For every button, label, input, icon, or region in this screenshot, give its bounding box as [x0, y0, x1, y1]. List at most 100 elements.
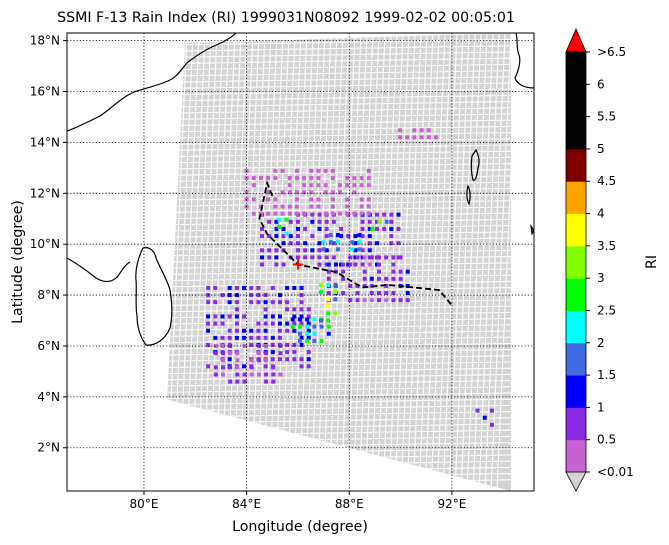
colorbar-segment	[566, 375, 586, 408]
rain-pixel	[303, 255, 308, 260]
rain-pixel	[284, 217, 289, 222]
rain-pixel	[330, 190, 335, 195]
rain-pixel	[294, 190, 299, 195]
swath-grid-col	[304, 33, 326, 491]
rain-pixel	[391, 291, 396, 296]
swath-grid-col	[442, 33, 464, 491]
rain-pixel	[274, 234, 279, 239]
rain-pixel	[306, 357, 311, 362]
rain-pixel	[316, 183, 321, 188]
rain-pixel	[317, 248, 322, 253]
rain-pixel	[303, 226, 308, 231]
swath-grid-col	[280, 33, 302, 491]
rain-pixel	[306, 314, 311, 319]
rain-pixel	[249, 335, 254, 340]
rain-pixel	[367, 255, 372, 260]
rain-pixel	[271, 372, 276, 377]
rain-pixel	[277, 293, 282, 298]
swath-grid-col	[328, 33, 350, 491]
rain-pixel	[249, 300, 254, 305]
rain-pixel	[326, 276, 331, 281]
rain-pixel	[213, 351, 218, 356]
x-axis-label: Longitude (degree)	[232, 519, 368, 535]
y-tick-label: 16°N	[30, 85, 60, 99]
rain-pixel	[362, 283, 367, 288]
rain-pixel	[335, 247, 340, 252]
rain-pixel	[242, 379, 247, 384]
rain-pixel	[319, 290, 324, 295]
rain-pixel	[278, 351, 283, 356]
rain-pixel	[292, 357, 297, 362]
rain-pixel	[277, 217, 282, 222]
rain-pixel	[292, 307, 297, 312]
swath-grid-col	[262, 33, 284, 491]
rain-pixel	[324, 226, 329, 231]
coastline-sri-lanka	[135, 247, 173, 346]
rain-pixel	[271, 365, 276, 370]
rain-pixel	[284, 232, 289, 237]
rain-pixel	[277, 224, 282, 229]
rain-pixel	[260, 255, 265, 260]
rain-pixel	[228, 365, 233, 370]
rain-pixel	[352, 190, 357, 195]
coastline-andaman-island	[470, 148, 480, 181]
swath-grid-col	[460, 33, 482, 491]
swath-grid-row	[167, 51, 511, 59]
rain-pixel	[277, 335, 282, 340]
rain-pixel	[256, 343, 261, 348]
rain-pixel	[273, 168, 278, 173]
rain-pixel	[398, 135, 403, 140]
colorbar-label: RI	[644, 255, 660, 269]
rain-pixel	[287, 204, 292, 209]
plot-frame	[66, 32, 535, 492]
swath-grid-col	[490, 33, 511, 491]
rain-pixel	[264, 372, 269, 377]
rain-pixel	[345, 204, 350, 209]
rain-pixel	[338, 183, 343, 188]
rain-pixel	[220, 314, 225, 319]
rain-pixel	[213, 314, 218, 319]
rain-pixel	[266, 211, 271, 216]
rain-pixel	[306, 364, 311, 369]
rain-pixel	[316, 176, 321, 181]
rain-pixel	[377, 219, 382, 224]
rain-pixel	[352, 183, 357, 188]
rain-pixel	[270, 314, 275, 319]
colorbar-tick-label: 2	[597, 336, 605, 350]
rain-pixel	[339, 234, 344, 239]
rain-pixel	[206, 314, 211, 319]
rain-pixel	[285, 342, 290, 347]
rain-pixel	[389, 219, 394, 224]
rain-pixel	[316, 204, 321, 209]
rain-pixel	[264, 379, 269, 384]
rain-pixel	[294, 197, 299, 202]
rain-pixel	[328, 240, 333, 245]
rain-pixel	[220, 293, 225, 298]
colorbar-segment	[566, 52, 586, 85]
rain-pixel	[369, 276, 374, 281]
rain-pixel	[281, 241, 286, 246]
rain-pixel	[249, 372, 254, 377]
rain-pixel	[331, 241, 336, 246]
rain-pixel	[288, 219, 293, 224]
rain-pixel	[274, 226, 279, 231]
rain-pixel	[374, 219, 379, 224]
rain-pixel	[312, 338, 317, 343]
rain-pixel	[367, 219, 372, 224]
rain-pixel	[346, 234, 351, 239]
rain-pixel	[292, 342, 297, 347]
rain-pixel	[360, 255, 365, 260]
rain-pixel	[251, 176, 256, 181]
swath-grid-col	[250, 33, 272, 491]
rain-pixel	[374, 255, 379, 260]
swath-grid-col	[406, 33, 428, 491]
rain-pixel	[263, 307, 268, 312]
rain-pixel	[333, 311, 338, 316]
rain-pixel	[345, 211, 350, 216]
rain-pixel	[367, 234, 372, 239]
rain-pixel	[285, 307, 290, 312]
rain-pixel	[405, 291, 410, 296]
rain-pixel	[309, 176, 314, 181]
rain-pixel	[277, 357, 282, 362]
rain-pixel	[288, 234, 293, 239]
